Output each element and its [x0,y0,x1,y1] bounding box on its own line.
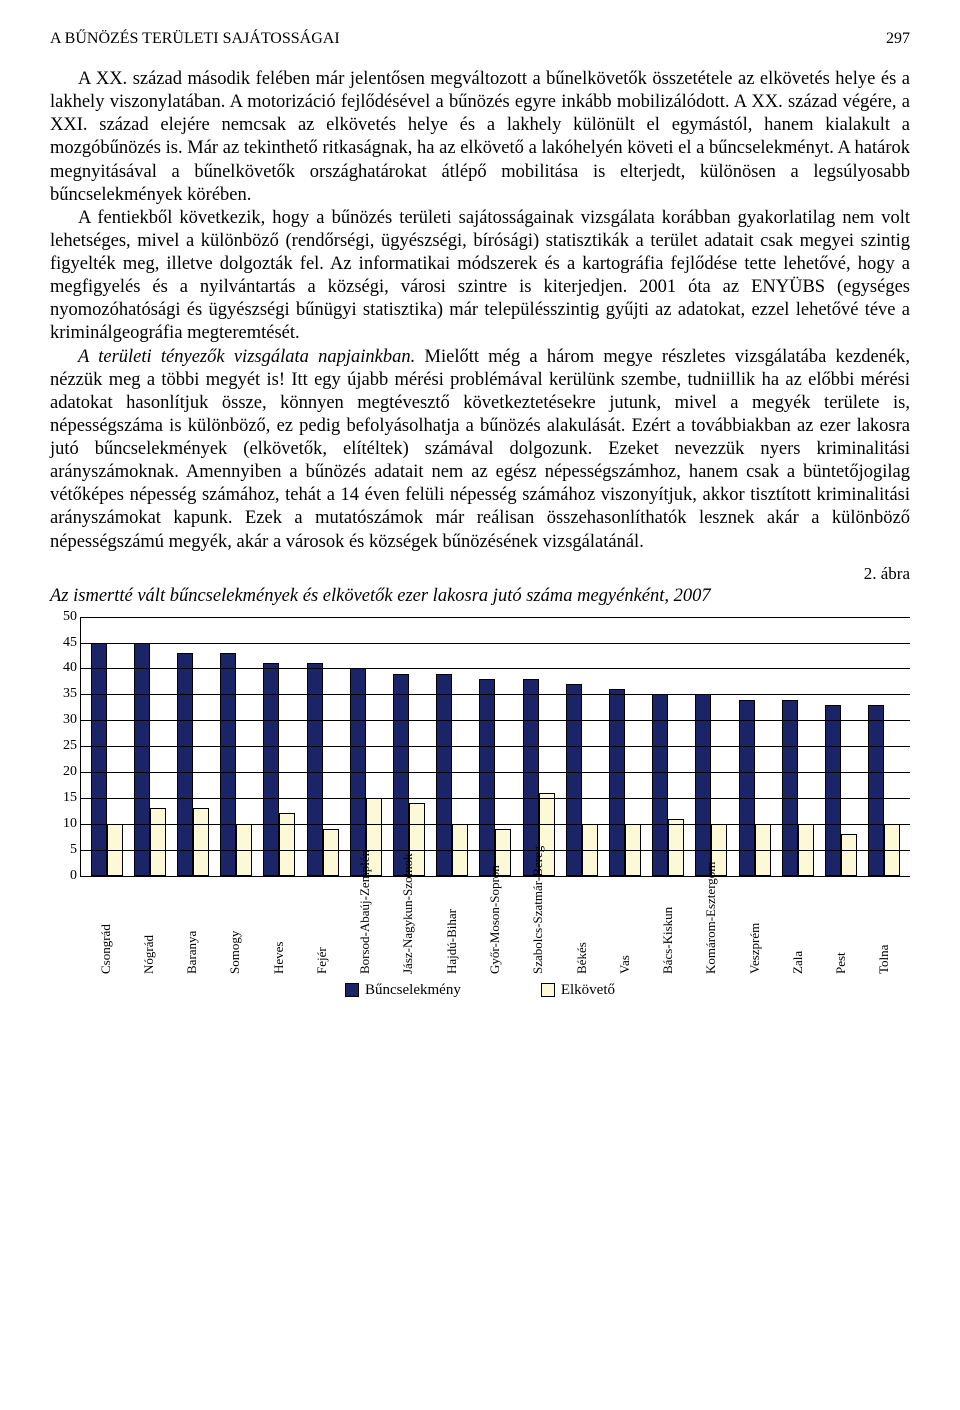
y-tick-label: 0 [53,868,77,884]
y-tick-label: 25 [53,738,77,754]
bar [695,694,711,875]
header-title: A BŰNÖZÉS TERÜLETI SAJÁTOSSÁGAI [50,30,340,48]
bar [279,813,295,875]
bar [566,684,582,876]
bar [479,679,495,876]
legend-item-2: Elkövető [541,982,615,999]
legend-swatch-1 [345,983,359,997]
gridline [81,643,910,644]
gridline [81,694,910,695]
x-axis-label: Tolna [863,879,906,974]
paragraph-3-rest: Mielőtt még a három megye részletes vizs… [50,347,910,552]
bar [323,829,339,876]
gridline [81,617,910,618]
x-axis-label: Vas [603,879,646,974]
x-axis-label: Veszprém [733,879,776,974]
gridline [81,720,910,721]
bar [193,808,209,875]
paragraph-3: A területi tényezők vizsgálata napjainkb… [50,346,910,554]
page-number: 297 [886,30,910,48]
legend-label-2: Elkövető [561,982,615,999]
y-tick-label: 45 [53,635,77,651]
page-header: A BŰNÖZÉS TERÜLETI SAJÁTOSSÁGAI 297 [50,30,910,48]
bar [177,653,193,876]
y-tick-label: 10 [53,816,77,832]
x-axis-label: Győr-Moson-Sopron [473,879,516,974]
x-axis-label: Békés [560,879,603,974]
plot-area: 05101520253035404550 [80,617,910,877]
x-axis-label: Baranya [171,879,214,974]
gridline [81,798,910,799]
x-axis-label: Pest [820,879,863,974]
y-tick-label: 40 [53,660,77,676]
gridline [81,746,910,747]
gridline [81,668,910,669]
x-axis-label: Komárom-Esztergom [690,879,733,974]
paragraph-1: A XX. század második felében már jelentő… [50,68,910,207]
bar [652,694,668,875]
chart-legend: Bűncselekmény Elkövető [50,982,910,999]
gridline [81,772,910,773]
x-axis-label: Somogy [214,879,257,974]
body-text: A XX. század második felében már jelentő… [50,68,910,554]
gridline [81,850,910,851]
bar [609,689,625,875]
bar [668,819,684,876]
y-tick-label: 30 [53,712,77,728]
y-tick-label: 5 [53,842,77,858]
bar [220,653,236,876]
y-tick-label: 50 [53,609,77,625]
paragraph-3-prefix: A területi tényezők vizsgálata napjainkb… [78,347,415,367]
bar [91,643,107,876]
x-axis-label: Zala [776,879,819,974]
figure-label: 2. ábra [50,564,910,584]
x-axis-label: Hajdú-Bihar [430,879,473,974]
paragraph-2: A fentiekből következik, hogy a bűnözés … [50,207,910,346]
y-tick-label: 20 [53,764,77,780]
legend-swatch-2 [541,983,555,997]
x-axis-label: Szabolcs-Szatmár-Bereg [517,879,560,974]
x-axis-label: Csongrád [84,879,127,974]
x-axis-label: Nógrád [127,879,170,974]
x-axis-label: Borsod-Abaúj-Zemplén [344,879,387,974]
x-axis-label: Bács-Kiskun [646,879,689,974]
legend-item-1: Bűncselekmény [345,982,461,999]
bar [134,643,150,876]
bar-chart: 05101520253035404550 CsongrádNógrádBaran… [50,617,910,977]
x-axis-label: Fejér [300,879,343,974]
bar [150,808,166,875]
bar [436,674,452,876]
legend-label-1: Bűncselekmény [365,982,461,999]
bar [841,834,857,875]
figure-title: Az ismertté vált bűncselekmények és elkö… [50,586,910,607]
x-axis-label: Jász-Nagykun-Szolnok [387,879,430,974]
x-axis-label: Heves [257,879,300,974]
x-axis-labels: CsongrádNógrádBaranyaSomogyHevesFejérBor… [80,879,910,974]
bar [393,674,409,876]
gridline [81,824,910,825]
y-tick-label: 15 [53,790,77,806]
y-tick-label: 35 [53,686,77,702]
